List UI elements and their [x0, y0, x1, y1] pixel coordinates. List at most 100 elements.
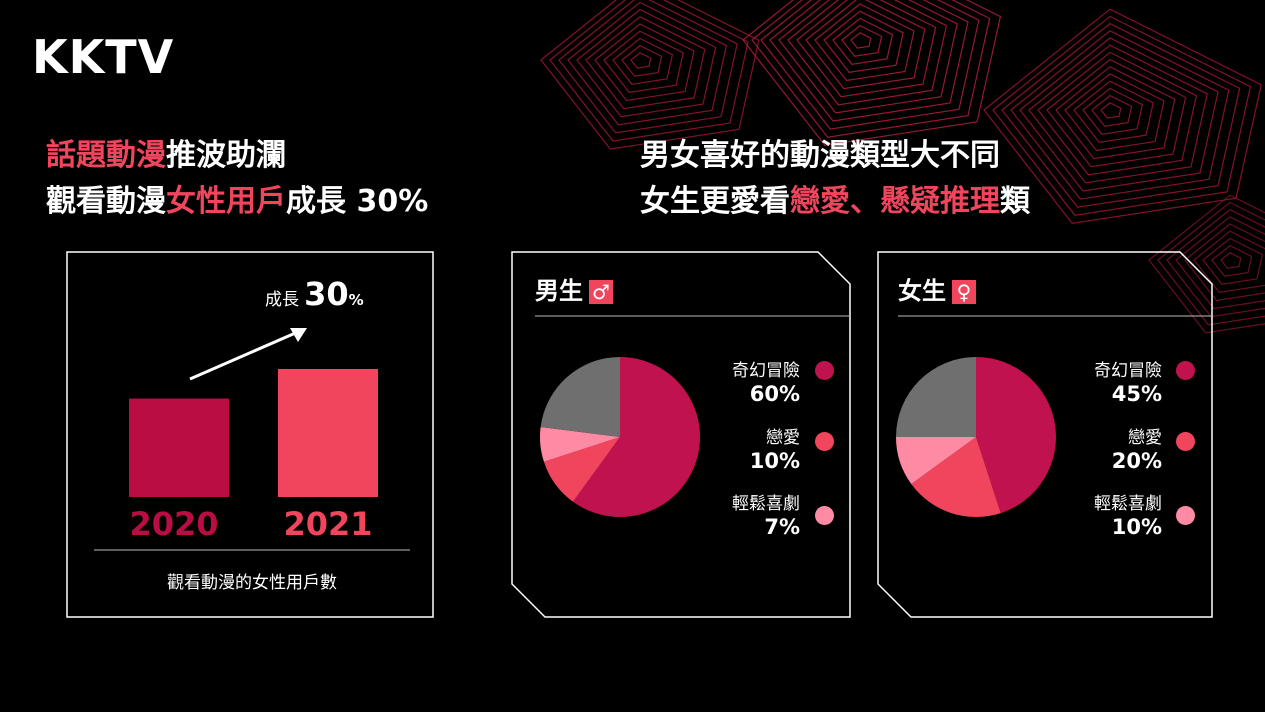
- bg-contour-line: [1001, 22, 1241, 208]
- right-headline-post: 類: [1000, 184, 1030, 219]
- female-legend-value-comedy: 10%: [1111, 515, 1162, 539]
- bg-contour-line: [603, 30, 684, 94]
- male-legend-label-fantasy: 奇幻冒險: [732, 361, 800, 381]
- male-pie-slice-other: [540, 357, 620, 437]
- male-legend-label-comedy: 輕鬆喜劇: [732, 494, 800, 514]
- bg-contour-line: [1064, 73, 1165, 152]
- bg-contour-line: [1202, 237, 1264, 285]
- bg-contour-line: [769, 0, 969, 122]
- male-pie-chart: [540, 357, 700, 517]
- bg-contour-line: [1037, 51, 1198, 176]
- right-headline-line1: 男女喜好的動漫類型大不同: [640, 138, 1000, 173]
- bg-contour-line: [778, 0, 958, 114]
- female-symbol-icon: ♀: [952, 280, 976, 304]
- kktv-logo: KKTV: [32, 30, 175, 84]
- bg-contour-line: [742, 0, 1002, 146]
- growth-arrow-line: [189, 329, 301, 381]
- female-legend-label-comedy: 輕鬆喜劇: [1094, 494, 1162, 514]
- female-pie-chart: [896, 357, 1056, 517]
- bg-contour-line: [1100, 102, 1122, 119]
- female-legend-value-romance: 20%: [1111, 449, 1162, 473]
- female-pie-slice-輕鬆喜劇: [896, 437, 976, 485]
- male-pie-slice-奇幻冒險: [572, 357, 700, 517]
- male-pie-slice-輕鬆喜劇: [540, 426, 620, 462]
- male-legend-value-romance: 10%: [749, 449, 800, 473]
- female-legend-label-romance: 戀愛: [1128, 428, 1162, 448]
- female-pie-slice-奇幻冒險: [976, 357, 1056, 514]
- growth-prefix: 成長: [265, 290, 299, 310]
- left-headline-accent2: 女性用戶: [166, 184, 286, 219]
- growth-label: 成長 30%: [265, 275, 364, 313]
- left-headline-rest: 推波助瀾: [166, 138, 286, 173]
- bg-contour-line: [1166, 208, 1265, 318]
- bg-contour-line: [594, 23, 695, 102]
- bar-label-2020: 2020: [129, 505, 219, 543]
- growth-unit: %: [348, 291, 364, 309]
- bg-contour-line: [832, 17, 894, 65]
- female-legend-value-fantasy: 45%: [1111, 382, 1162, 406]
- bg-contour-line: [1193, 230, 1265, 294]
- male-symbol-icon: ♂: [589, 280, 613, 304]
- bg-contour-line: [1046, 58, 1187, 168]
- female-pie-slice-other: [896, 357, 976, 437]
- bg-contour-line: [576, 8, 717, 118]
- female-legend-label-fantasy: 奇幻冒險: [1094, 361, 1162, 381]
- bg-contour-line: [1175, 216, 1265, 310]
- male-legend-value-comedy: 7%: [764, 515, 800, 539]
- bg-contour-line: [992, 15, 1252, 216]
- male-panel-title: 男生 ♂: [535, 271, 613, 306]
- bg-contour-line: [823, 10, 904, 74]
- bg-contour-line: [567, 1, 728, 126]
- bg-contour-line: [760, 0, 980, 130]
- growth-arrow-head-icon: [290, 328, 307, 342]
- male-legend-dot-fantasy: [815, 361, 834, 380]
- bg-contour-line: [630, 52, 652, 69]
- bar-chart-caption: 觀看動漫的女性用戶數: [167, 573, 337, 593]
- bg-contour-line: [983, 8, 1262, 225]
- left-headline-post: 成長 30%: [286, 184, 429, 219]
- male-legend-value-fantasy: 60%: [749, 382, 800, 406]
- male-legend-label-romance: 戀愛: [766, 428, 800, 448]
- female-panel-title: 女生 ♀: [898, 271, 976, 306]
- bg-contour-line: [850, 32, 872, 49]
- bar-group: [129, 369, 378, 497]
- bg-contour-line: [751, 0, 991, 138]
- bg-contour-line: [787, 0, 948, 106]
- bg-contour-line: [558, 0, 738, 134]
- bg-contour-line: [1082, 87, 1144, 135]
- male-legend-dot-romance: [815, 432, 834, 451]
- bg-contour-line: [1091, 94, 1133, 127]
- left-headline-line2: 觀看動漫女性用戶成長 30%: [46, 179, 428, 225]
- female-pie-slice-戀愛: [911, 437, 1001, 517]
- bg-contour-line: [841, 24, 883, 57]
- right-headline-pre: 女生更愛看: [640, 184, 790, 219]
- bg-contour-line: [1148, 194, 1265, 334]
- bg-contour-line: [1211, 244, 1253, 277]
- male-legend-dot-comedy: [815, 506, 834, 525]
- bg-contour-line: [621, 44, 663, 77]
- female-legend-dot-fantasy: [1176, 361, 1195, 380]
- female-panel-frame: [877, 251, 1213, 618]
- bg-contour-line: [1220, 252, 1242, 269]
- bar-label-2021: 2021: [283, 505, 373, 543]
- bar-2020: [129, 398, 229, 497]
- bg-contour-line: [1157, 201, 1265, 326]
- bg-contour-line: [585, 16, 706, 110]
- bg-contour-line: [796, 0, 937, 98]
- female-legend-dot-comedy: [1176, 506, 1195, 525]
- left-headline-pre: 觀看動漫: [46, 184, 166, 219]
- left-headline-line1: 話題動漫推波助瀾: [46, 133, 286, 179]
- bg-contour-line: [805, 0, 926, 90]
- bg-contour-line: [814, 3, 915, 82]
- bg-contour-line: [1028, 44, 1208, 184]
- bg-contour-line: [1019, 37, 1219, 192]
- bg-contour-line: [1073, 80, 1154, 144]
- female-title-text: 女生: [898, 277, 946, 305]
- male-title-text: 男生: [535, 277, 583, 305]
- bg-contour-line: [540, 0, 760, 150]
- bar-2021: [278, 369, 378, 497]
- bg-contour-line: [549, 0, 749, 142]
- growth-value: 30: [304, 275, 349, 313]
